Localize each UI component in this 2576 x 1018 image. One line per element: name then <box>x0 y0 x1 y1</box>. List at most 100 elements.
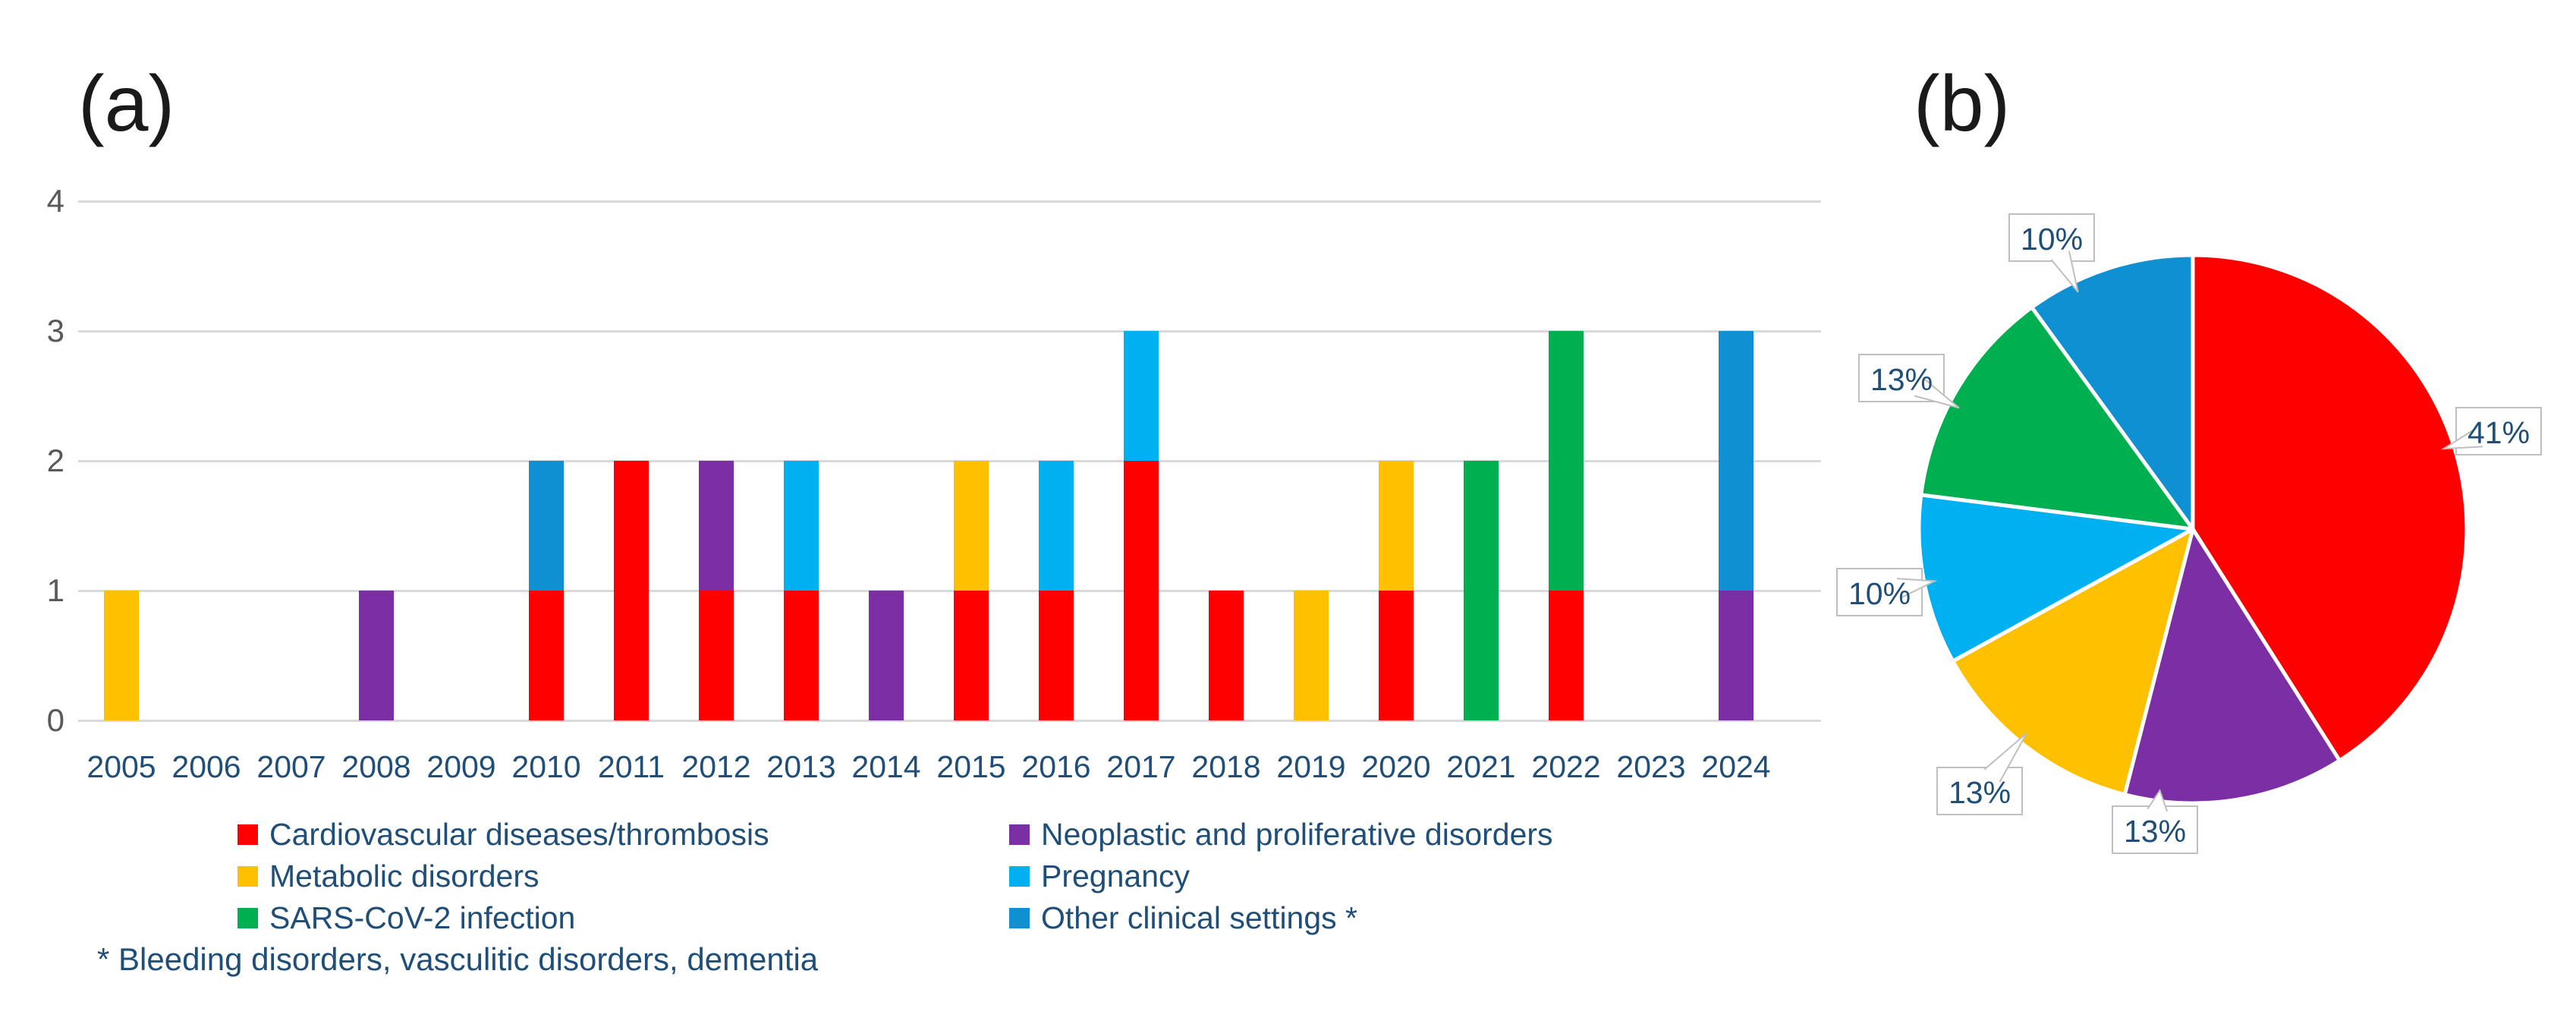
bar-segment <box>784 591 819 720</box>
pie-chart: 41% 13% 13% 10% 13% 10% <box>1836 213 2542 854</box>
bar-segment <box>529 591 564 720</box>
x-axis-label: 2015 <box>936 749 1006 784</box>
pie-slice <box>1951 527 2195 797</box>
pie-slice <box>2122 527 2342 805</box>
x-axis-label: 2010 <box>511 749 581 784</box>
legend-item: Pregnancy <box>1009 857 1190 895</box>
x-axis-label: 2009 <box>426 749 496 784</box>
callout-label: 10% <box>1848 576 1911 611</box>
bar-segment <box>699 461 734 591</box>
legend-item-label: Neoplastic and proliferative disorders <box>1041 817 1553 852</box>
callout-box <box>2112 805 2198 854</box>
bar-segment <box>1124 331 1159 461</box>
panel-b-title: (b) <box>1914 60 2011 148</box>
legend-swatch <box>237 907 258 928</box>
callout-pointer <box>2050 251 2079 293</box>
bar-segment <box>1719 591 1754 720</box>
x-axis-label: 2019 <box>1276 749 1346 784</box>
bar-segment <box>1039 591 1074 720</box>
legend-item-label: Other clinical settings * <box>1041 900 1358 935</box>
y-axis-tick-label: 2 <box>46 443 64 478</box>
pie-slice <box>1919 305 2195 531</box>
bar-segment <box>699 591 734 720</box>
bar-segment <box>1549 331 1584 591</box>
callout-label: 13% <box>1870 362 1933 397</box>
callout-pointer <box>1983 733 2027 783</box>
x-axis-label: 2020 <box>1361 749 1431 784</box>
callout-pointer <box>2147 789 2169 812</box>
x-axis-label: 2021 <box>1446 749 1516 784</box>
bar-segment <box>954 461 989 591</box>
bar-segment <box>1039 461 1074 591</box>
bar-segment <box>359 591 394 720</box>
pie-label-callout: 13% <box>1858 354 1960 409</box>
gridline <box>78 589 1821 592</box>
y-axis-tick-label: 3 <box>46 313 64 348</box>
legend-item-label: SARS-CoV-2 infection <box>269 900 576 935</box>
bar-segment <box>869 591 904 720</box>
bar-segment <box>1209 591 1244 720</box>
legend-swatch <box>237 865 258 887</box>
legend-item: Neoplastic and proliferative disorders <box>1009 815 1553 853</box>
bar-segment <box>1719 331 1754 591</box>
callout-pointer <box>1914 377 1960 409</box>
legend-item: Other clinical settings * <box>1009 899 1357 937</box>
callout-box <box>2008 213 2095 262</box>
pie-label-callout: 13% <box>2112 789 2198 854</box>
bar-segment <box>1379 461 1414 591</box>
bar-segment <box>529 461 564 591</box>
bar-segment <box>1124 461 1159 720</box>
legend-swatch <box>1009 865 1030 887</box>
x-axis-label: 2008 <box>341 749 411 784</box>
legend-item-label: Metabolic disorders <box>269 859 539 894</box>
x-axis-label: 2023 <box>1616 749 1686 784</box>
callout-pointer <box>1896 578 1938 599</box>
x-axis-label: 2012 <box>681 749 751 784</box>
x-axis-label: 2011 <box>597 749 665 784</box>
bar-segment <box>1464 461 1499 720</box>
pie-label-callout: 10% <box>1836 568 1938 616</box>
bar-segment <box>614 461 649 720</box>
gridline <box>78 719 1821 722</box>
legend-swatch <box>237 824 258 845</box>
bar-segment <box>1294 591 1329 720</box>
gridline <box>78 459 1821 462</box>
bar-segment <box>1379 591 1414 720</box>
pie-label-callout: 41% <box>2440 407 2542 455</box>
x-axis-label: 2005 <box>86 749 156 784</box>
callout-pointer <box>2440 427 2483 450</box>
pie-slice <box>2030 253 2195 531</box>
bar-segment <box>784 461 819 591</box>
callout-box <box>1936 767 2023 815</box>
bar-segment <box>1549 591 1584 720</box>
callout-label: 41% <box>2467 415 2530 450</box>
x-axis-label: 2007 <box>256 749 326 784</box>
legend-item-label: Pregnancy <box>1041 859 1190 894</box>
x-axis-label: 2006 <box>171 749 241 784</box>
bar-segment <box>954 591 989 720</box>
x-axis-label: 2013 <box>766 749 836 784</box>
panel-a-title: (a) <box>78 60 175 148</box>
x-axis-label: 2018 <box>1191 749 1261 784</box>
pie-label-callout: 13% <box>1936 733 2027 815</box>
gridline <box>78 329 1821 333</box>
legend-item-label: Cardiovascular diseases/thrombosis <box>269 817 769 852</box>
callout-label: 13% <box>1949 775 2011 810</box>
gridline <box>78 200 1821 203</box>
y-axis-tick-label: 4 <box>46 183 64 219</box>
x-axis-label: 2016 <box>1021 749 1091 784</box>
y-axis-tick-label: 1 <box>46 572 64 608</box>
legend-item: Cardiovascular diseases/thrombosis <box>237 815 769 853</box>
callout-label: 13% <box>2124 814 2186 849</box>
callout-label: 10% <box>2021 222 2083 257</box>
x-axis-label: 2014 <box>851 749 921 784</box>
x-axis-label: 2017 <box>1106 749 1176 784</box>
y-axis-tick-label: 0 <box>46 702 64 738</box>
pie-label-callout: 10% <box>2008 213 2095 293</box>
legend-item: SARS-CoV-2 infection <box>237 899 575 937</box>
bar-segment <box>104 591 139 720</box>
legend-item: Metabolic disorders <box>237 857 539 895</box>
legend-swatch <box>1009 907 1030 928</box>
legend-footnote: * Bleeding disorders, vasculitic disorde… <box>97 941 819 977</box>
